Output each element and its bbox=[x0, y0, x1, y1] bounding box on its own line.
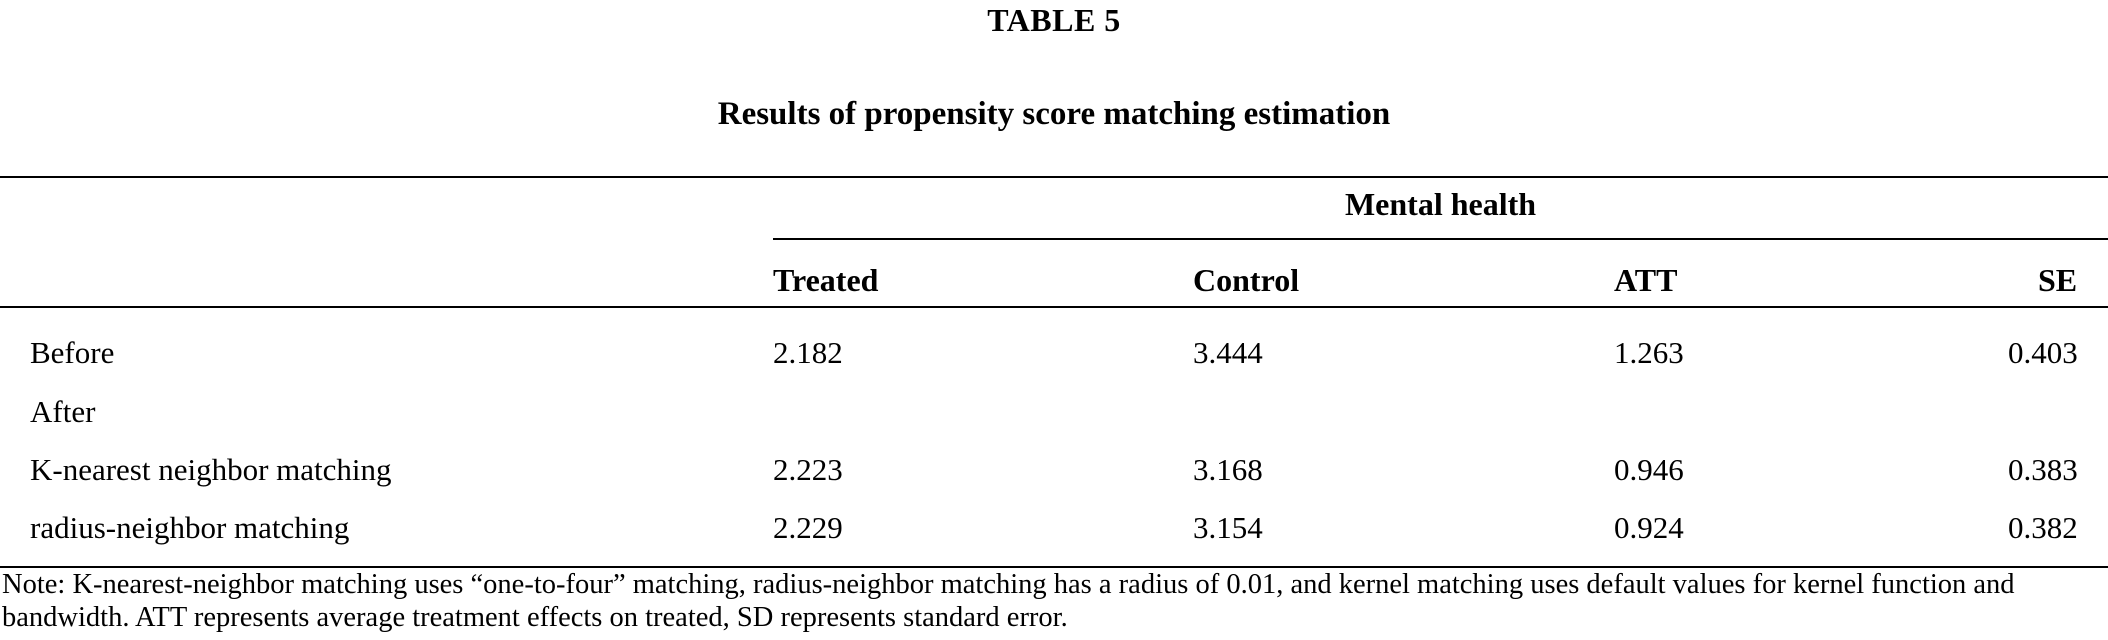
cell-att: 0.924 bbox=[1614, 510, 1684, 545]
cell-se: 0.403 bbox=[2008, 335, 2078, 370]
column-header-se: SE bbox=[2038, 262, 2078, 298]
column-header-control: Control bbox=[1193, 262, 1300, 298]
cell-control: 3.168 bbox=[1193, 452, 1263, 487]
group-header: Mental health bbox=[1344, 186, 1537, 222]
top-rule bbox=[0, 176, 2108, 178]
cell-treated: 2.229 bbox=[773, 510, 843, 545]
cell-treated: 2.223 bbox=[773, 452, 843, 487]
group-span-rule bbox=[773, 238, 2108, 240]
row-label: Before bbox=[30, 335, 115, 370]
row-label: radius-neighbor matching bbox=[30, 510, 350, 545]
cell-se: 0.382 bbox=[2008, 510, 2078, 545]
bottom-rule bbox=[0, 566, 2108, 568]
row-label: K-nearest neighbor matching bbox=[30, 452, 392, 487]
table-note: Note: K-nearest-neighbor matching uses “… bbox=[2, 569, 2015, 633]
column-header-att: ATT bbox=[1614, 262, 1678, 298]
cell-se: 0.383 bbox=[2008, 452, 2078, 487]
row-label: After bbox=[30, 394, 96, 429]
column-header-treated: Treated bbox=[773, 262, 879, 298]
cell-att: 0.946 bbox=[1614, 452, 1684, 487]
cell-control: 3.444 bbox=[1193, 335, 1263, 370]
cell-treated: 2.182 bbox=[773, 335, 843, 370]
table-label: TABLE 5 bbox=[987, 2, 1121, 38]
cell-att: 1.263 bbox=[1614, 335, 1684, 370]
header-rule bbox=[0, 306, 2108, 308]
cell-control: 3.154 bbox=[1193, 510, 1263, 545]
table-caption: Results of propensity score matching est… bbox=[717, 96, 1391, 132]
